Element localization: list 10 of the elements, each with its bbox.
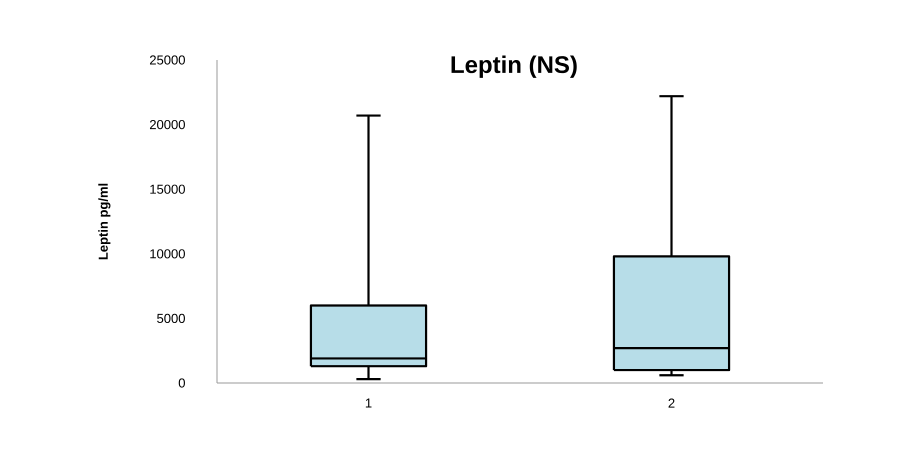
x-tick-label: 2: [668, 398, 674, 408]
chart-title: Leptin (NS): [452, 56, 577, 78]
y-tick-label: 10000: [150, 249, 185, 258]
y-tick-label: 25000: [150, 55, 185, 65]
y-tick-label: 0: [178, 378, 185, 388]
y-tick-label: 20000: [150, 120, 185, 130]
y-axis-title: Leptin pg/ml: [98, 184, 110, 260]
y-tick-label: 15000: [150, 184, 185, 194]
x-tick-label: 1: [366, 398, 372, 408]
y-tick-label: 5000: [157, 314, 185, 323]
